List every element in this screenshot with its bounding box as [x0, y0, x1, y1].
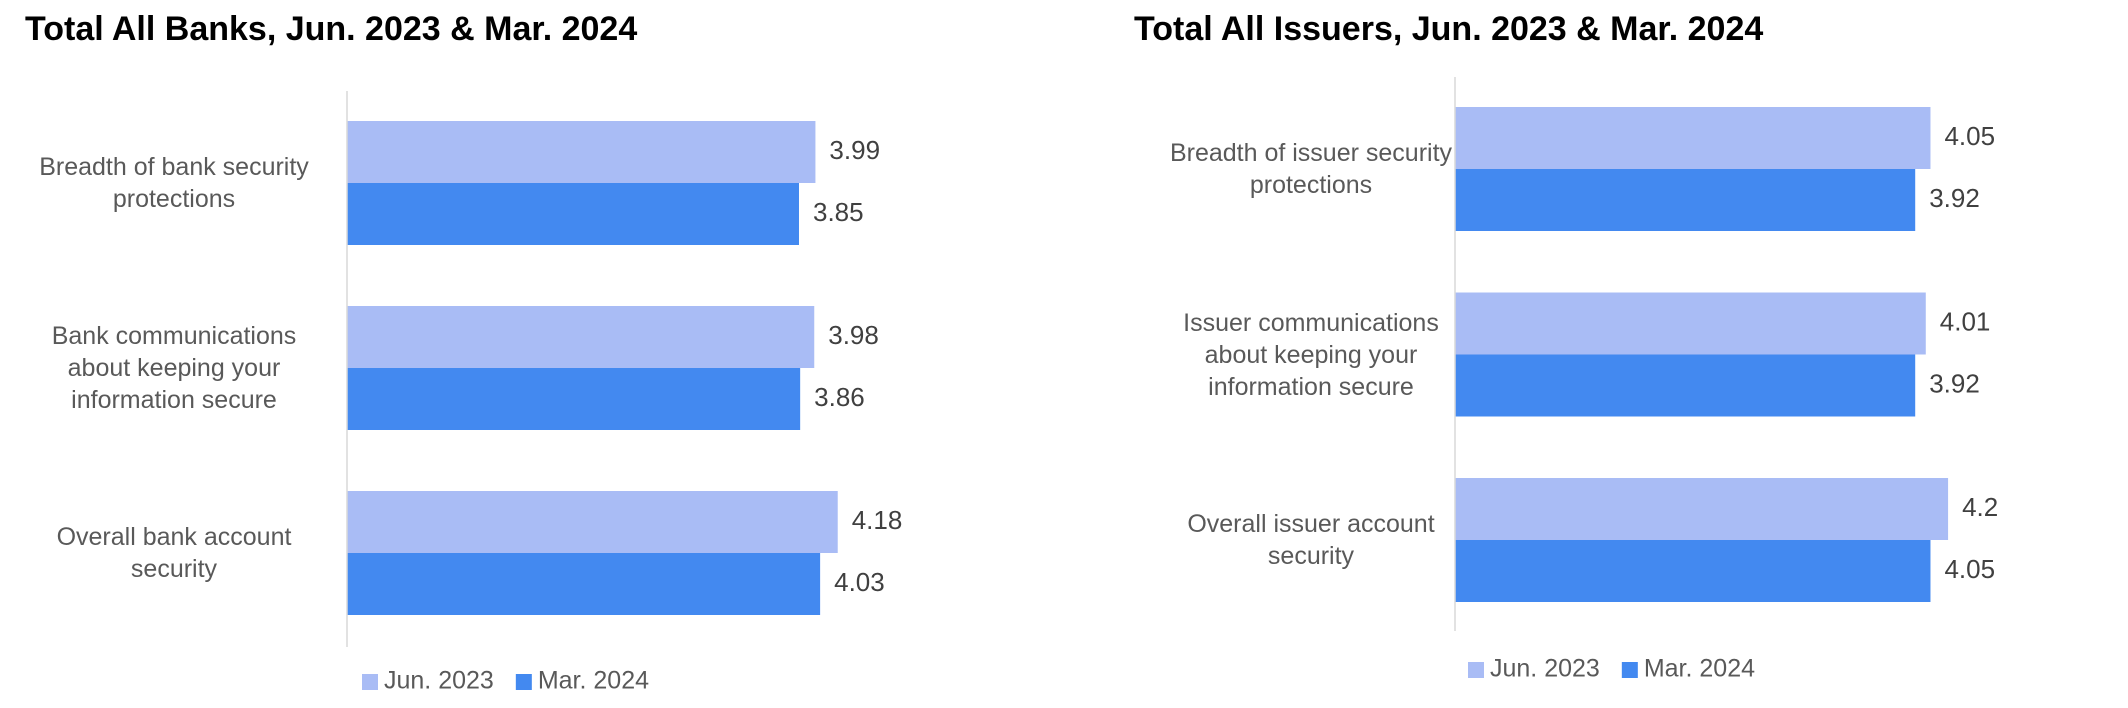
bar	[1455, 107, 1931, 169]
bar	[347, 121, 816, 183]
bar	[347, 368, 801, 430]
bar	[347, 491, 838, 553]
bar	[347, 306, 815, 368]
value-label: 4.2	[1962, 492, 1998, 522]
category-label: Breadth of issuer security protections	[1169, 139, 1453, 199]
bar	[347, 553, 821, 615]
bar	[1455, 478, 1949, 540]
bar	[1455, 354, 1916, 417]
value-label: 4.05	[1944, 121, 1995, 151]
legend-swatch	[362, 674, 378, 690]
legend-label: Jun. 2023	[384, 667, 494, 695]
bar	[1455, 292, 1926, 355]
legend-swatch	[515, 674, 532, 690]
legend-label: Jun. 2023	[1490, 655, 1600, 683]
bar	[347, 183, 799, 245]
legend-label: Mar. 2024	[1644, 655, 1755, 683]
value-label: 4.18	[852, 505, 903, 535]
chart-title: Total All Issuers, Jun. 2023 & Mar. 2024	[1134, 10, 1763, 48]
legend-label: Mar. 2024	[538, 667, 649, 695]
value-label: 3.92	[1929, 183, 1980, 213]
category-label: Overall bank account security	[56, 523, 292, 583]
bar	[1455, 169, 1916, 231]
category-label: Bank communications about keeping your i…	[51, 322, 297, 414]
value-label: 4.01	[1940, 306, 1991, 336]
value-label: 3.92	[1929, 368, 1980, 398]
chart-title: Total All Banks, Jun. 2023 & Mar. 2024	[25, 10, 637, 48]
value-label: 3.86	[814, 382, 865, 412]
category-label: Issuer communications about keeping your…	[1183, 308, 1439, 401]
value-label: 3.98	[828, 320, 879, 350]
value-label: 3.85	[813, 197, 864, 227]
category-label: Breadth of bank security protections	[39, 153, 309, 213]
value-label: 4.05	[1944, 554, 1995, 584]
category-label: Overall issuer account security	[1187, 510, 1435, 570]
value-label: 4.03	[834, 567, 885, 597]
legend-swatch	[1468, 662, 1484, 678]
bar	[1455, 540, 1931, 602]
value-label: 3.99	[829, 135, 880, 165]
legend-swatch	[1621, 662, 1638, 678]
